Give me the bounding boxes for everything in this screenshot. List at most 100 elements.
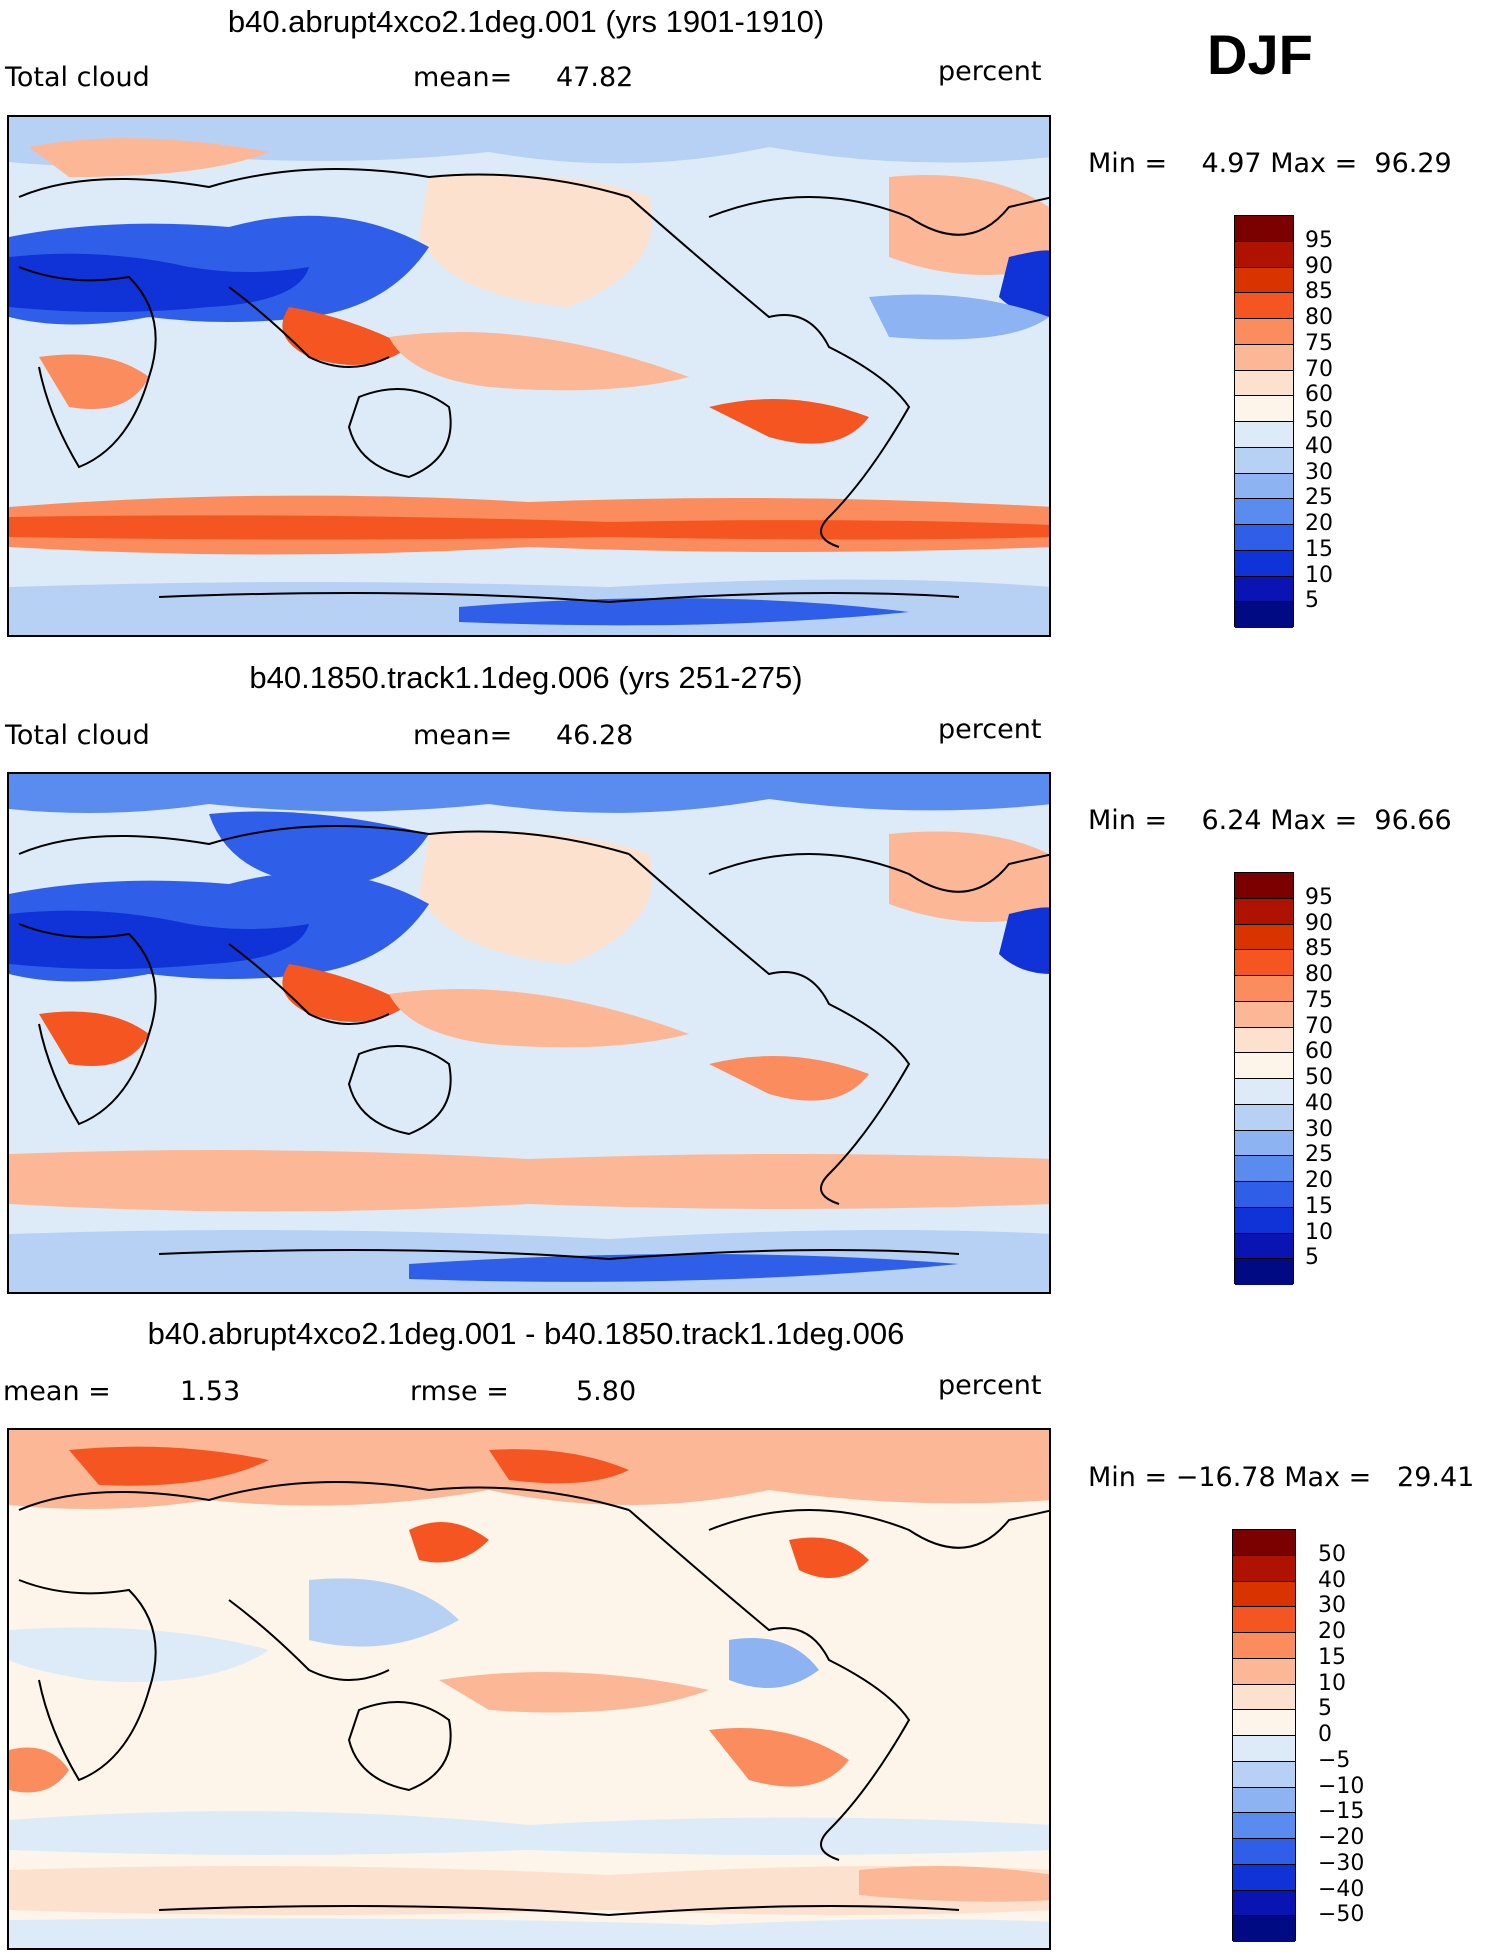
colorbar-tick-label: 75 — [1305, 987, 1333, 1013]
colorbar-tick-label: 15 — [1318, 1644, 1346, 1670]
colorbar-segment — [1233, 1633, 1295, 1659]
colorbar-tick-label: 5 — [1318, 1696, 1332, 1722]
panel1-east-edge-region — [999, 250, 1049, 317]
panel2-siberia-clear — [209, 811, 429, 886]
panel2-arctic-band — [9, 774, 1049, 813]
colorbar-tick-label: 85 — [1305, 936, 1333, 962]
panel2-min-label: Min = — [1088, 805, 1168, 836]
colorbar-tick-label: 0 — [1318, 1722, 1332, 1747]
panel2-north-atlantic-region — [889, 831, 1049, 922]
panel3-map-svg — [9, 1430, 1049, 1948]
panel1-tropical-pacific — [389, 332, 689, 391]
colorbar-segment — [1235, 550, 1293, 577]
panel2-title: b40.1850.track1.1deg.006 (yrs 251-275) — [249, 660, 803, 695]
colorbar-tick-label: 40 — [1305, 1090, 1333, 1116]
colorbar-tick-label: 60 — [1305, 1039, 1333, 1065]
panel3-equatorial-pacific-increase — [439, 1672, 709, 1713]
colorbar-tick-label: 85 — [1305, 279, 1333, 305]
colorbar-segment — [1235, 602, 1293, 628]
panel3-kamchatka-increase — [409, 1522, 489, 1563]
colorbar-segment — [1233, 1736, 1295, 1762]
colorbar-segment — [1233, 1839, 1295, 1865]
colorbar-tick-label: −40 — [1318, 1876, 1365, 1902]
colorbar-tick-label: 10 — [1318, 1670, 1346, 1696]
panel2-africa-convection — [39, 1011, 149, 1066]
panel2-north-pacific-region — [419, 831, 653, 964]
panel3-min-label: Min = — [1088, 1462, 1168, 1493]
colorbar-tick-label: −30 — [1318, 1850, 1365, 1876]
panel2-east-edge-region — [999, 907, 1049, 974]
colorbar-tick-label: 50 — [1305, 1065, 1333, 1090]
panel2-map — [7, 772, 1051, 1294]
colorbar-segment — [1235, 1027, 1293, 1054]
panel3-hudson-increase — [789, 1537, 869, 1578]
panel1-colorbar — [1234, 215, 1294, 628]
colorbar-tick-label: 20 — [1305, 511, 1333, 536]
panel2-antarctic-clear — [409, 1254, 959, 1282]
panel1-north-atlantic-region — [889, 175, 1049, 275]
panel1-maritime-continent — [282, 307, 409, 365]
colorbar-tick-label: 20 — [1305, 1168, 1333, 1193]
panel3-central-america-decrease — [729, 1638, 819, 1688]
colorbar-tick-label: 95 — [1305, 227, 1333, 253]
panel3-antarctic-band — [9, 1918, 1049, 1948]
panel3-rmse-value: 5.80 — [576, 1376, 637, 1407]
colorbar-tick-label: 5 — [1305, 588, 1319, 614]
colorbar-segment — [1235, 898, 1293, 925]
colorbar-tick-label: 15 — [1305, 1193, 1333, 1219]
panel3-mean-value: 1.53 — [180, 1376, 241, 1407]
colorbar-tick-label: −15 — [1318, 1799, 1365, 1825]
panel2-tropical-pacific — [389, 989, 689, 1048]
colorbar-tick-label: 95 — [1305, 884, 1333, 910]
panel3-bering-increase — [489, 1449, 629, 1484]
panel2-southern-storm-track — [9, 1150, 1049, 1212]
colorbar-tick-label: 50 — [1305, 408, 1333, 433]
panel3-africa-decrease — [9, 1627, 269, 1682]
panel2-south-america-convection — [709, 1056, 869, 1101]
colorbar-segment — [1235, 241, 1293, 268]
season-label: DJF — [1207, 23, 1313, 86]
colorbar-tick-label: 25 — [1305, 1142, 1333, 1168]
panel3-southern-ocean-decrease — [9, 1811, 1049, 1855]
panel3-coastlines — [18, 1481, 1049, 1917]
colorbar-tick-label: 10 — [1305, 562, 1333, 588]
colorbar-segment — [1235, 422, 1293, 448]
panel2-min-value: 6.24 — [1201, 805, 1262, 836]
panel1-north-pacific-region — [419, 174, 653, 307]
panel3-max-label: Max = — [1284, 1462, 1372, 1493]
colorbar-tick-label: 25 — [1305, 485, 1333, 511]
colorbar-segment — [1235, 1001, 1293, 1028]
panel1-map — [7, 115, 1051, 637]
colorbar-segment — [1235, 950, 1293, 976]
panel1-europe-region — [29, 138, 269, 177]
colorbar-tick-label: 20 — [1318, 1619, 1346, 1644]
colorbar-segment — [1233, 1607, 1295, 1633]
colorbar-tick-label: 70 — [1305, 1013, 1333, 1039]
colorbar-segment — [1233, 1530, 1295, 1556]
panel3-rmse-label: rmse = — [410, 1376, 509, 1407]
colorbar-tick-label: 90 — [1305, 910, 1333, 936]
colorbar-tick-label: 5 — [1305, 1245, 1319, 1271]
colorbar-segment — [1235, 447, 1293, 474]
colorbar-segment — [1235, 499, 1293, 525]
panel2-mean-label: mean= — [413, 720, 513, 751]
colorbar-tick-label: 50 — [1318, 1541, 1346, 1567]
panel3-east-asia-decrease — [309, 1578, 459, 1647]
panel2-max-value: 96.66 — [1374, 805, 1452, 836]
colorbar-segment — [1233, 1684, 1295, 1711]
panel1-map-svg — [9, 117, 1049, 635]
colorbar-segment — [1235, 1182, 1293, 1208]
panel3-units: percent — [938, 1370, 1042, 1401]
panel3-mean-label: mean = — [3, 1376, 111, 1407]
colorbar-tick-label: 75 — [1305, 330, 1333, 356]
colorbar-tick-label: 90 — [1305, 253, 1333, 279]
colorbar-segment — [1235, 1104, 1293, 1131]
colorbar-tick-label: −5 — [1318, 1747, 1351, 1773]
panel3-minmax: Min = −16.78 Max = 29.41 — [1088, 1462, 1474, 1493]
panel1-sahara-clear-region — [9, 253, 309, 312]
colorbar-segment — [1235, 873, 1293, 899]
colorbar-segment — [1233, 1710, 1295, 1736]
colorbar-segment — [1235, 344, 1293, 371]
colorbar-tick-label: −50 — [1318, 1902, 1365, 1928]
colorbar-segment — [1235, 1207, 1293, 1234]
